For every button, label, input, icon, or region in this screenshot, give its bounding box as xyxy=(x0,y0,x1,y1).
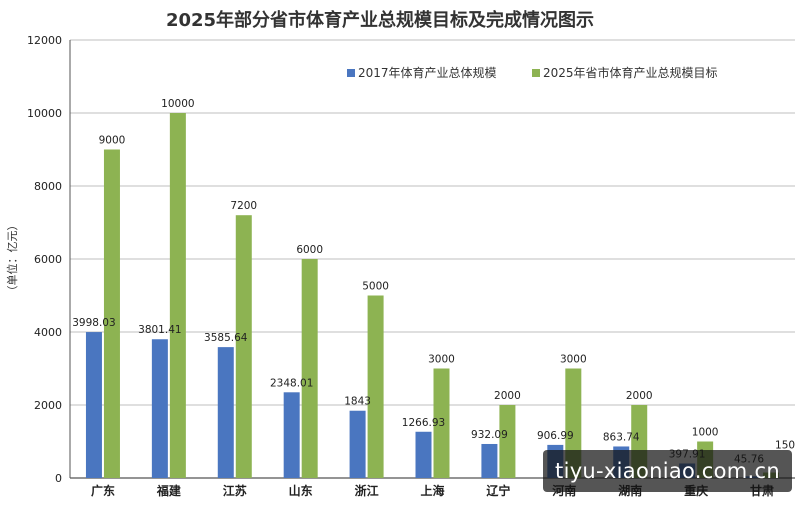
bar-2017 xyxy=(85,332,102,478)
data-label: 9000 xyxy=(99,135,126,147)
bar-2025-target xyxy=(103,149,120,478)
bar-2025-target xyxy=(301,259,318,478)
data-label: 906.99 xyxy=(537,430,574,442)
legend-swatch xyxy=(347,69,355,77)
bar-2017 xyxy=(151,339,168,478)
data-label: 1843 xyxy=(344,396,371,408)
x-category-label: 江苏 xyxy=(223,483,247,498)
legend-label: 2017年体育产业总体规模 xyxy=(358,65,497,80)
y-tick-label: 6000 xyxy=(34,253,62,266)
y-tick-label: 12000 xyxy=(27,34,62,47)
bar-2025-target xyxy=(169,113,186,478)
data-label: 863.74 xyxy=(603,431,640,443)
x-category-label: 浙江 xyxy=(355,483,379,498)
data-label: 5000 xyxy=(362,281,389,293)
y-tick-label: 8000 xyxy=(34,180,62,193)
data-label: 150 xyxy=(775,440,795,452)
data-label: 3000 xyxy=(428,354,455,366)
data-label: 3585.64 xyxy=(204,332,248,344)
legend-swatch xyxy=(532,69,540,77)
y-axis-label: （单位：亿元） xyxy=(5,220,19,297)
x-category-label: 福建 xyxy=(156,483,182,498)
bar-2017 xyxy=(349,410,366,478)
x-category-label: 上海 xyxy=(420,483,444,498)
grid-layer: 0 2000 4000 6000 8000 10000 12000 xyxy=(27,34,795,485)
y-tick-label: 10000 xyxy=(27,107,62,120)
data-label: 2000 xyxy=(494,390,521,402)
data-label: 10000 xyxy=(161,98,194,110)
x-category-label: 辽宁 xyxy=(486,483,510,498)
x-category-label: 山东 xyxy=(289,483,313,498)
legend: 2017年体育产业总体规模 2025年省市体育产业总规模目标 xyxy=(347,65,718,80)
bar-2017 xyxy=(481,443,498,478)
data-label: 1000 xyxy=(692,427,719,439)
bar-2025-target xyxy=(433,368,450,478)
y-tick-label: 2000 xyxy=(34,399,62,412)
data-label: 932.09 xyxy=(471,429,508,441)
data-label: 1266.93 xyxy=(402,417,445,429)
data-label: 2000 xyxy=(626,390,653,402)
data-label: 3000 xyxy=(560,354,587,366)
data-label: 3801.41 xyxy=(138,324,181,336)
legend-label: 2025年省市体育产业总规模目标 xyxy=(543,65,718,80)
bar-2025-target xyxy=(235,215,252,478)
data-label: 2348.01 xyxy=(270,377,313,389)
bar-2017 xyxy=(283,392,300,478)
watermark-banner: tiyu-xiaoniao.com.cn xyxy=(543,450,792,492)
bar-2017 xyxy=(217,347,234,478)
data-label: 3998.03 xyxy=(72,317,115,329)
data-label: 6000 xyxy=(296,244,323,256)
data-label: 7200 xyxy=(230,200,257,212)
chart-title: 2025年部分省市体育产业总规模目标及完成情况图示 xyxy=(166,9,594,31)
y-tick-label: 0 xyxy=(55,472,62,485)
bar-2025-target xyxy=(499,405,516,478)
bar-2025-target xyxy=(367,295,384,478)
y-tick-label: 4000 xyxy=(34,326,62,339)
x-category-label: 广东 xyxy=(91,483,115,498)
bar-2017 xyxy=(415,431,432,478)
